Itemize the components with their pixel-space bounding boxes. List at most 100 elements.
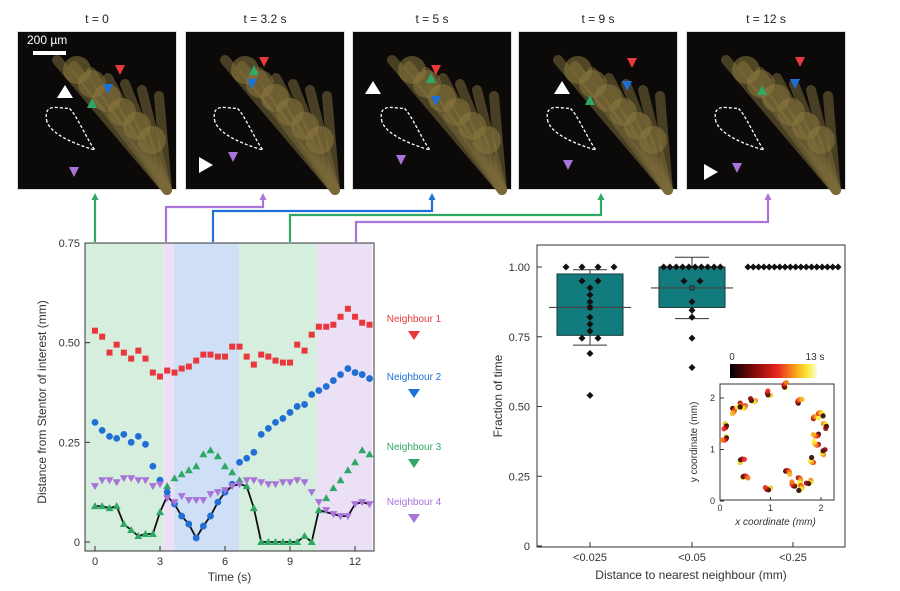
connector-line-1 (164, 198, 265, 242)
time-label-text: t = 12 s (746, 12, 786, 26)
white-arrowhead-icon (57, 85, 73, 98)
data-point (578, 334, 586, 342)
data-point (594, 334, 602, 342)
neighbour-4-marker-icon (228, 152, 238, 162)
neighbour-1-point (92, 327, 98, 334)
data-point (586, 320, 594, 328)
time-label-3: t = 9 s (518, 12, 678, 26)
neighbour-3-point (286, 538, 295, 545)
neighbour-3-point (112, 502, 121, 510)
shaded-interval-4 (317, 243, 373, 551)
neighbour-4-point (271, 481, 280, 489)
neighbour-1-point (308, 331, 315, 338)
neighbour-1-point (359, 319, 366, 326)
neighbour-2-point (127, 438, 135, 446)
neighbour-4-point (127, 475, 136, 483)
data-point (760, 263, 768, 271)
neighbour-1-point (236, 343, 243, 350)
neighbour-2-point (308, 391, 316, 398)
shaded-interval-3 (239, 243, 318, 551)
neighbour-4-point (336, 513, 345, 521)
neighbour-1-marker-icon (115, 65, 125, 75)
neighbour-1-point (178, 365, 185, 372)
neighbour-3-point (213, 452, 222, 460)
neighbour-3-point (177, 470, 186, 478)
neighbour-4-point (343, 513, 352, 521)
x-tick-label: <0.25 (779, 552, 807, 564)
neighbour-3-point (307, 538, 316, 545)
neighbour-1-point (99, 333, 106, 340)
micrograph-content-2 (365, 55, 507, 195)
neighbour-2-point (351, 369, 359, 376)
neighbour-3-point (91, 502, 99, 510)
neighbour-1-point (222, 353, 229, 360)
inset-y-tick-label: 1 (710, 445, 715, 455)
stentor-outline (380, 106, 432, 152)
neighbour-2-point (301, 401, 308, 408)
neighbour-2-point (358, 371, 366, 378)
neighbour-1-point (142, 355, 149, 362)
data-point (688, 363, 696, 371)
x-axis-label: Time (s) (208, 570, 252, 584)
right-plot-frame (536, 244, 846, 548)
data-point (594, 277, 602, 285)
data-point (586, 391, 594, 399)
neighbour-4-point (112, 479, 121, 487)
stentor-body (639, 126, 667, 154)
data-point (786, 263, 794, 271)
neighbour-2-point (192, 534, 200, 542)
time-label-text: t = 0 (85, 12, 109, 26)
data-point (834, 263, 842, 271)
neighbour-1-point (200, 351, 207, 358)
neighbour-4-point (213, 489, 222, 497)
neighbour-1-point (120, 349, 127, 356)
time-label-text: t = 9 s (581, 12, 615, 26)
data-point (586, 291, 594, 299)
neighbour-2-point (272, 419, 279, 426)
neighbour-4-point (199, 497, 208, 505)
neighbour-3-point (134, 532, 143, 540)
neighbour-2-point (149, 462, 157, 470)
neighbour-4-point (221, 487, 230, 495)
neighbour-1-point (272, 357, 279, 364)
data-point (680, 277, 688, 285)
data-point (781, 263, 789, 271)
inset-y-tick-label: 0 (710, 496, 715, 506)
inset-x-axis-label: x coordinate (mm) (734, 517, 816, 528)
neighbour-1-point (193, 357, 200, 364)
data-point (704, 263, 712, 271)
trajectory-point (799, 396, 805, 403)
data-point (755, 263, 763, 271)
neighbour-2-point (113, 434, 121, 442)
neighbour-3-point (358, 446, 367, 454)
neighbour-4-point (192, 497, 201, 505)
neighbour-4-point (264, 481, 273, 489)
neighbour-3-point (192, 462, 201, 470)
trajectory-point (737, 404, 743, 410)
trajectory-point (823, 425, 829, 432)
neighbour-1-marker-icon (795, 57, 805, 67)
inset-y-axis-label: y coordinate (mm) (689, 402, 700, 483)
legend-marker-4-icon (408, 514, 420, 523)
left-plot-frame (84, 242, 375, 552)
neighbour-1-marker-icon (259, 57, 269, 67)
neighbour-1-point (366, 321, 373, 328)
connector-arrowhead-icon (597, 193, 605, 200)
y-tick-label: 1.00 (509, 262, 530, 274)
time-label-4: t = 12 s (686, 12, 846, 26)
neighbour-2-point (337, 371, 344, 378)
y-tick-label: 0.50 (509, 402, 530, 414)
trajectory-point (719, 437, 725, 443)
shaded-interval-0 (85, 243, 164, 551)
neighbour-2-point (322, 383, 330, 390)
trajectory-point (822, 447, 828, 453)
neighbour-3-point (221, 462, 230, 470)
data-point (829, 263, 837, 271)
neighbour-4-point (278, 479, 287, 487)
trajectory-point (762, 484, 768, 491)
data-point (578, 263, 586, 271)
neighbour-1-point (258, 351, 265, 358)
neighbour-1-point (185, 363, 192, 370)
neighbour-4-point (98, 477, 107, 485)
trajectory-point (789, 479, 795, 485)
